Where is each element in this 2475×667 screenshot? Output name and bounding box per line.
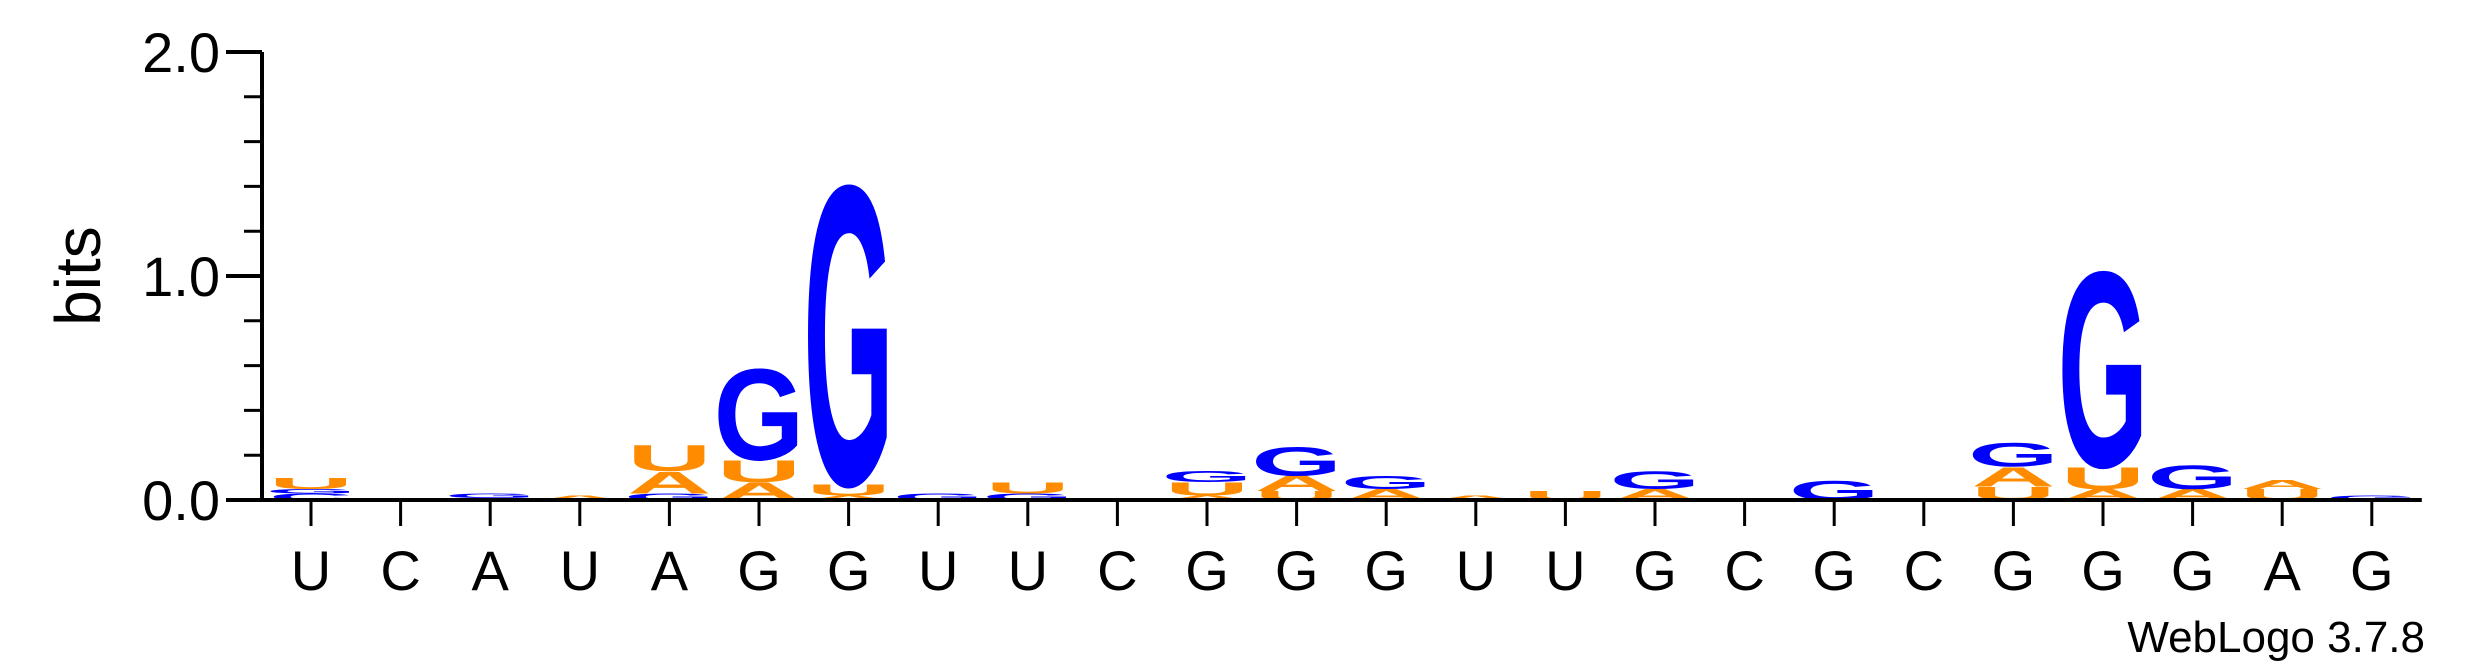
sequence-label: G	[2171, 539, 2215, 602]
sequence-label: A	[651, 539, 689, 602]
sequence-label: C	[380, 539, 420, 602]
sequence-label: U	[1456, 539, 1496, 602]
sequence-label: G	[2081, 539, 2125, 602]
logo-glyph: G	[445, 492, 536, 499]
logo-glyph: G	[1162, 468, 1253, 485]
y-tick-label: 2.0	[142, 21, 220, 84]
sequence-label: A	[2264, 539, 2302, 602]
logo-glyph: G	[624, 492, 715, 502]
logo-glyph: G	[1251, 439, 1342, 484]
sequence-label: A	[472, 539, 510, 602]
logo-glyph: U	[717, 454, 801, 489]
y-tick-label: 1.0	[142, 245, 220, 308]
sequence-label: G	[1364, 539, 1408, 602]
sequence-label: G	[1633, 539, 1677, 602]
logo-glyph: U	[269, 475, 353, 492]
logo-glyph: G	[2326, 494, 2417, 501]
logo-glyph: G	[803, 95, 894, 575]
sequence-label: U	[560, 539, 600, 602]
sequence-label: G	[1185, 539, 1229, 602]
sequence-label: G	[1275, 539, 1319, 602]
logo-glyph: G	[1610, 466, 1701, 494]
logo-glyph: G	[1341, 472, 1432, 493]
logo-glyph: A	[627, 466, 711, 501]
logo-glyph: G	[1968, 436, 2059, 474]
logo-glyph: A	[806, 494, 890, 501]
y-axis: 0.0 1.0 2.0	[142, 21, 264, 532]
logo-glyph: G	[893, 492, 984, 502]
y-tick-label: 0.0	[142, 469, 220, 532]
logo-glyph: A	[2240, 478, 2324, 492]
logo-glyph: G	[2058, 214, 2149, 526]
logo-glyph: G	[2147, 458, 2238, 496]
sequence-label: G	[1992, 539, 2036, 602]
logo-glyph: A	[1165, 494, 1249, 501]
glyph-layer: CGUAGAGAUAUGAUGGGUAUGUAGAGAUAGGUAGAUGAGU…	[266, 95, 2418, 575]
logo-glyph: U	[627, 438, 711, 479]
logo-glyph: A	[1254, 471, 1338, 495]
sequence-label: U	[291, 539, 331, 602]
logo-glyph: G	[714, 343, 805, 489]
sequence-label: C	[1097, 539, 1137, 602]
logo-glyph: G	[982, 492, 1073, 502]
logo-glyph: A	[1971, 461, 2055, 492]
sequence-label: G	[1812, 539, 1856, 602]
x-axis	[262, 498, 2422, 526]
sequence-label: G	[2350, 539, 2394, 602]
sequence-label: C	[1724, 539, 1764, 602]
logo-glyph: C	[269, 492, 353, 502]
y-axis-title: bits	[42, 226, 114, 326]
logo-glyph: U	[1165, 479, 1249, 500]
sequence-label: C	[1904, 539, 1944, 602]
logo-glyph: U	[2061, 461, 2145, 496]
logo-glyph: G	[266, 488, 357, 495]
sequence-label: U	[1545, 539, 1585, 602]
logo-glyph: U	[986, 479, 1070, 496]
weblogo-credit: WebLogo 3.7.8	[2127, 613, 2425, 662]
sequence-label: U	[918, 539, 958, 602]
sequence-label: G	[737, 539, 781, 602]
sequence-label: G	[827, 539, 871, 602]
sequence-label: U	[1008, 539, 1048, 602]
logo-glyph: U	[806, 482, 890, 499]
logo-glyph: A	[1434, 494, 1518, 501]
logo-glyph: A	[538, 494, 622, 501]
